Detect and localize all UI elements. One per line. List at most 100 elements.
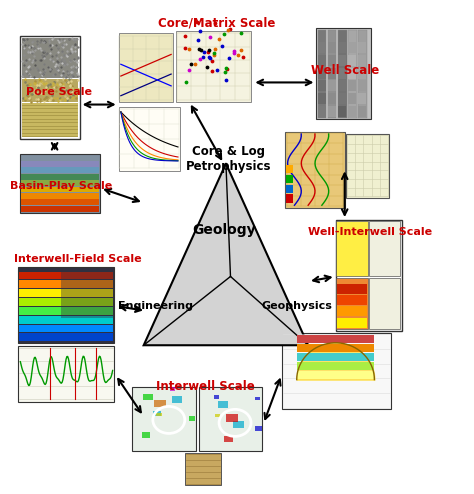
FancyBboxPatch shape bbox=[21, 174, 100, 180]
FancyBboxPatch shape bbox=[285, 131, 345, 207]
FancyBboxPatch shape bbox=[297, 353, 374, 361]
Point bbox=[239, 53, 246, 61]
Point bbox=[213, 66, 221, 74]
FancyBboxPatch shape bbox=[328, 81, 336, 91]
Point bbox=[209, 67, 216, 75]
Point bbox=[223, 65, 230, 73]
Point bbox=[206, 54, 213, 62]
Point bbox=[194, 36, 201, 44]
Point bbox=[210, 49, 218, 57]
FancyBboxPatch shape bbox=[328, 93, 336, 104]
Point bbox=[226, 25, 234, 33]
FancyBboxPatch shape bbox=[19, 281, 113, 288]
FancyBboxPatch shape bbox=[218, 401, 228, 408]
FancyBboxPatch shape bbox=[176, 31, 251, 102]
Point bbox=[185, 45, 192, 53]
FancyBboxPatch shape bbox=[338, 42, 346, 53]
FancyBboxPatch shape bbox=[19, 333, 113, 341]
FancyBboxPatch shape bbox=[358, 30, 366, 118]
FancyBboxPatch shape bbox=[358, 106, 366, 117]
FancyBboxPatch shape bbox=[233, 421, 244, 428]
FancyBboxPatch shape bbox=[337, 284, 366, 293]
FancyBboxPatch shape bbox=[185, 453, 221, 485]
FancyBboxPatch shape bbox=[19, 325, 113, 332]
Text: Basin-Play Scale: Basin-Play Scale bbox=[10, 181, 113, 191]
FancyBboxPatch shape bbox=[348, 42, 356, 53]
FancyBboxPatch shape bbox=[132, 387, 196, 451]
Text: Interwell-Field Scale: Interwell-Field Scale bbox=[14, 254, 141, 264]
FancyBboxPatch shape bbox=[348, 30, 356, 118]
FancyBboxPatch shape bbox=[142, 432, 150, 438]
FancyBboxPatch shape bbox=[21, 200, 100, 205]
Point bbox=[197, 27, 204, 35]
FancyBboxPatch shape bbox=[337, 295, 366, 305]
FancyBboxPatch shape bbox=[318, 106, 326, 117]
FancyBboxPatch shape bbox=[348, 93, 356, 104]
FancyBboxPatch shape bbox=[255, 426, 262, 431]
FancyBboxPatch shape bbox=[348, 81, 356, 91]
FancyBboxPatch shape bbox=[338, 55, 346, 66]
FancyBboxPatch shape bbox=[172, 396, 182, 403]
FancyBboxPatch shape bbox=[318, 81, 326, 91]
FancyBboxPatch shape bbox=[216, 414, 220, 417]
Point bbox=[237, 29, 245, 37]
FancyBboxPatch shape bbox=[328, 55, 336, 66]
Point bbox=[200, 48, 208, 56]
Point bbox=[211, 44, 219, 52]
FancyBboxPatch shape bbox=[156, 412, 162, 416]
FancyBboxPatch shape bbox=[328, 106, 336, 117]
FancyBboxPatch shape bbox=[282, 333, 392, 409]
FancyBboxPatch shape bbox=[358, 55, 366, 66]
Point bbox=[210, 51, 218, 59]
FancyBboxPatch shape bbox=[318, 93, 326, 104]
FancyBboxPatch shape bbox=[318, 42, 326, 53]
Text: Well-Interwell Scale: Well-Interwell Scale bbox=[308, 227, 432, 237]
FancyBboxPatch shape bbox=[348, 68, 356, 79]
FancyBboxPatch shape bbox=[338, 81, 346, 91]
FancyBboxPatch shape bbox=[337, 318, 366, 328]
FancyBboxPatch shape bbox=[18, 267, 114, 343]
Text: Core/Matrix Scale: Core/Matrix Scale bbox=[158, 17, 275, 30]
Text: Geology: Geology bbox=[192, 223, 255, 237]
FancyBboxPatch shape bbox=[19, 272, 113, 280]
FancyBboxPatch shape bbox=[21, 206, 100, 211]
FancyBboxPatch shape bbox=[20, 36, 80, 139]
Text: Interwell Scale: Interwell Scale bbox=[156, 380, 255, 394]
Point bbox=[182, 32, 189, 40]
FancyBboxPatch shape bbox=[18, 346, 114, 402]
FancyBboxPatch shape bbox=[255, 397, 260, 400]
Text: Pore Scale: Pore Scale bbox=[26, 87, 92, 97]
FancyBboxPatch shape bbox=[297, 371, 374, 378]
Point bbox=[226, 54, 233, 62]
FancyBboxPatch shape bbox=[22, 38, 78, 78]
Point bbox=[182, 78, 190, 86]
Point bbox=[225, 26, 232, 34]
FancyBboxPatch shape bbox=[348, 106, 356, 117]
FancyBboxPatch shape bbox=[337, 221, 368, 277]
FancyBboxPatch shape bbox=[118, 107, 180, 171]
Point bbox=[191, 60, 199, 68]
FancyBboxPatch shape bbox=[348, 55, 356, 66]
FancyBboxPatch shape bbox=[346, 134, 390, 198]
FancyBboxPatch shape bbox=[369, 221, 401, 277]
Point bbox=[222, 64, 229, 72]
FancyBboxPatch shape bbox=[22, 103, 78, 137]
Point bbox=[220, 30, 228, 38]
FancyBboxPatch shape bbox=[338, 106, 346, 117]
FancyBboxPatch shape bbox=[21, 193, 100, 199]
Text: Core & Log
Petrophysics: Core & Log Petrophysics bbox=[185, 145, 271, 172]
Point bbox=[181, 44, 189, 52]
FancyBboxPatch shape bbox=[328, 30, 337, 118]
FancyBboxPatch shape bbox=[318, 68, 326, 79]
FancyBboxPatch shape bbox=[214, 395, 219, 399]
Text: Geophysics: Geophysics bbox=[261, 301, 332, 311]
FancyBboxPatch shape bbox=[337, 306, 366, 316]
FancyBboxPatch shape bbox=[338, 93, 346, 104]
FancyBboxPatch shape bbox=[286, 195, 293, 203]
Point bbox=[209, 57, 216, 65]
Point bbox=[185, 66, 192, 74]
Polygon shape bbox=[144, 164, 308, 345]
Point bbox=[231, 48, 238, 56]
FancyBboxPatch shape bbox=[21, 167, 100, 173]
FancyBboxPatch shape bbox=[318, 55, 326, 66]
